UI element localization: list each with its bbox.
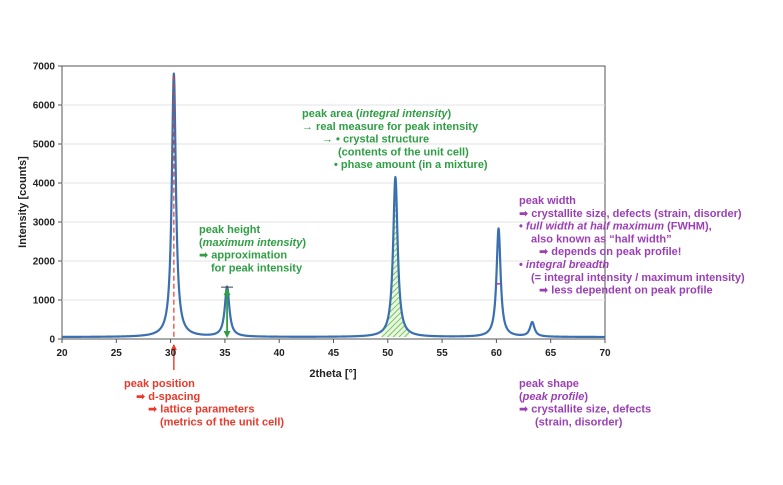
annotation-segment: peak area ( — [302, 108, 360, 120]
peak-width-line: • full width at half maximum (FWHM), — [519, 221, 712, 233]
integral-area-hatch — [381, 177, 410, 338]
series-group — [61, 72, 606, 339]
x-tick-label: 35 — [219, 348, 231, 359]
x-tick-labels: 20 25 30 35 40 45 50 55 60 65 70 — [56, 339, 611, 359]
annotation-segment: (metrics of the unit cell) — [160, 416, 284, 428]
peak-width-line: ➡ crystallite size, defects (strain, dis… — [519, 208, 742, 220]
annotation-segment: also known as “half width” — [531, 233, 672, 245]
x-tick-label: 45 — [328, 348, 340, 359]
annotation-segment: → • crystal structure — [322, 134, 429, 146]
y-tick-label: 6000 — [33, 101, 56, 112]
x-axis-title: 2theta [°] — [309, 368, 357, 380]
peak-area-line: (contents of the unit cell) — [338, 146, 469, 158]
peak-width-line: ➡ less dependent on peak profile — [539, 285, 713, 297]
annotations: peak area (integral intensity)→ real mea… — [124, 108, 745, 428]
peak-area-line: peak area (integral intensity) — [302, 108, 452, 120]
annotation-segment: ➡ crystallite size, defects (strain, dis… — [519, 208, 742, 220]
annotation-segment: peak position — [124, 378, 195, 390]
peak-width-line: • integral breadth — [519, 259, 609, 271]
annotation-segment: (contents of the unit cell) — [338, 146, 469, 158]
annotation-segment: for peak intensity — [211, 262, 303, 274]
peak-height-line: peak height — [199, 224, 260, 236]
y-tick-label: 0 — [49, 335, 55, 346]
annotation-segment: ➡ approximation — [199, 250, 287, 262]
x-tick-label: 25 — [111, 348, 123, 359]
peak-height-line: (maximum intensity) — [199, 237, 306, 249]
annotation-segment: full width at half maximum — [526, 221, 664, 233]
y-tick-label: 7000 — [33, 62, 56, 73]
peak-area-line: • phase amount (in a mixture) — [334, 159, 488, 171]
peak-shape-line: (strain, disorder) — [535, 416, 623, 428]
peak-position-line: peak position — [124, 378, 195, 390]
y-tick-label: 2000 — [33, 257, 56, 268]
peak-width-line: (= integral intensity / maximum intensit… — [531, 272, 745, 284]
annotation-segment: ➡ depends on peak profile! — [539, 246, 681, 258]
y-tick-label: 4000 — [33, 179, 56, 190]
peak-shape-line: peak shape — [519, 378, 579, 390]
peak-position-line: ➡ lattice parameters — [148, 404, 254, 416]
series-line — [61, 72, 606, 339]
y-tick-label: 5000 — [33, 140, 56, 151]
annotation-segment: ➡ lattice parameters — [148, 404, 254, 416]
annotation-segment: ) — [448, 108, 452, 120]
annotation-segment: integral breadth — [526, 259, 609, 271]
annotation-segment: → real measure for peak intensity — [302, 121, 479, 133]
annotation-segment: maximum intensity — [203, 237, 304, 249]
x-tick-label: 20 — [56, 348, 68, 359]
y-axis-title: Intensity [counts] — [17, 156, 29, 248]
annotation-segment: ( — [519, 391, 523, 403]
annotation-segment: ) — [302, 237, 306, 249]
annotation-segment: peak shape — [519, 378, 579, 390]
annotation-segment: peak profile — [522, 391, 585, 403]
x-tick-label: 70 — [599, 348, 611, 359]
peak-height-line: ➡ approximation — [199, 250, 287, 262]
peak-shape-line: (peak profile) — [519, 391, 588, 403]
x-tick-label: 55 — [437, 348, 449, 359]
annotation-segment: ➡ d-spacing — [136, 391, 200, 403]
annotation-segment: ➡ crystallite size, defects — [519, 404, 651, 416]
x-tick-label: 60 — [491, 348, 503, 359]
gridlines — [62, 104, 605, 301]
peak-position-line: ➡ d-spacing — [136, 391, 200, 403]
x-tick-label: 65 — [545, 348, 557, 359]
x-tick-label: 50 — [382, 348, 394, 359]
peak-area-line: → real measure for peak intensity — [302, 121, 479, 133]
peak-width-line: peak width — [519, 195, 576, 207]
annotation-segment: • — [519, 259, 526, 271]
annotation-segment: ➡ less dependent on peak profile — [539, 285, 713, 297]
annotation-segment: ( — [199, 237, 203, 249]
annotation-segment: (FWHM), — [664, 221, 712, 233]
y-tick-label: 3000 — [33, 218, 56, 229]
annotation-segment: peak height — [199, 224, 260, 236]
peak-position-line: (metrics of the unit cell) — [160, 416, 284, 428]
annotation-segment: integral intensity — [359, 108, 448, 120]
peak-height-arrowhead-bottom — [223, 331, 231, 338]
x-tick-label: 40 — [274, 348, 286, 359]
peak-width-line: ➡ depends on peak profile! — [539, 246, 681, 258]
area-hatch — [381, 177, 410, 338]
x-tick-label: 30 — [165, 348, 177, 359]
annotation-segment: peak width — [519, 195, 576, 207]
marks-group — [170, 75, 502, 370]
y-tick-label: 1000 — [33, 296, 56, 307]
annotation-segment: (= integral intensity / maximum intensit… — [531, 272, 745, 284]
annotation-segment: (strain, disorder) — [535, 416, 623, 428]
annotation-segment: • phase amount (in a mixture) — [334, 159, 488, 171]
annotation-segment: • — [519, 221, 526, 233]
y-tick-labels: 0 1000 2000 3000 4000 5000 6000 7000 — [33, 62, 62, 346]
peak-height-arrowhead-top — [223, 288, 231, 296]
peak-height-line: for peak intensity — [211, 262, 303, 274]
peak-shape-line: ➡ crystallite size, defects — [519, 404, 651, 416]
annotation-segment: ) — [584, 391, 588, 403]
peak-width-line: also known as “half width” — [531, 233, 672, 245]
peak-area-line: → • crystal structure — [322, 134, 429, 146]
peak-position-arrowhead — [170, 344, 177, 350]
